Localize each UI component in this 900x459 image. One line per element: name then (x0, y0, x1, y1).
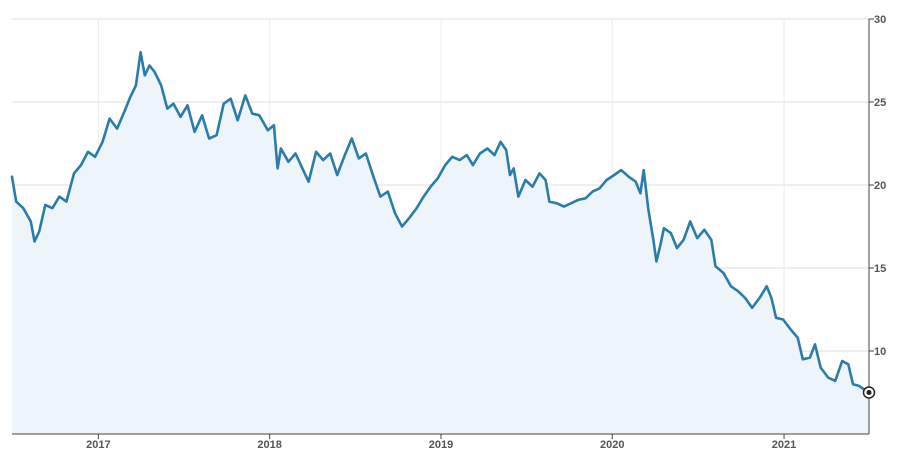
x-tick-label: 2019 (429, 439, 453, 451)
x-tick-label: 2018 (257, 439, 281, 451)
y-tick-label: 25 (874, 97, 886, 109)
series-area (12, 52, 869, 434)
x-tick-label: 2017 (86, 439, 110, 451)
x-tick-label: 2021 (772, 439, 796, 451)
y-tick-label: 20 (874, 180, 886, 192)
x-tick-label: 2020 (600, 439, 624, 451)
last-value-marker-dot (866, 390, 872, 395)
y-tick-label: 15 (874, 263, 886, 275)
y-tick-label: 30 (874, 14, 886, 26)
y-tick-label: 10 (874, 346, 886, 358)
series-line (10, 50, 871, 394)
